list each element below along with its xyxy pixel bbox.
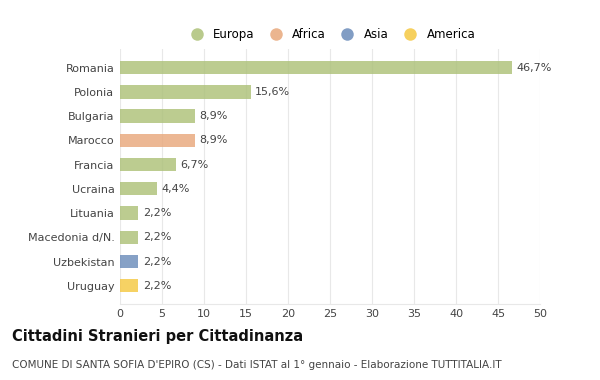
Bar <box>120 279 139 293</box>
Bar <box>120 61 512 74</box>
Text: 6,7%: 6,7% <box>181 160 209 169</box>
Bar <box>120 206 139 220</box>
Text: 2,2%: 2,2% <box>143 208 171 218</box>
Bar <box>120 109 195 123</box>
Text: 15,6%: 15,6% <box>255 87 290 97</box>
Bar <box>120 158 176 171</box>
Text: 46,7%: 46,7% <box>517 63 552 73</box>
Bar <box>120 134 195 147</box>
Text: 2,2%: 2,2% <box>143 281 171 291</box>
Text: 4,4%: 4,4% <box>161 184 190 194</box>
Text: COMUNE DI SANTA SOFIA D'EPIRO (CS) - Dati ISTAT al 1° gennaio - Elaborazione TUT: COMUNE DI SANTA SOFIA D'EPIRO (CS) - Dat… <box>12 361 502 370</box>
Bar <box>120 231 139 244</box>
Bar <box>120 85 251 98</box>
Text: 8,9%: 8,9% <box>199 111 227 121</box>
Legend: Europa, Africa, Asia, America: Europa, Africa, Asia, America <box>181 25 479 45</box>
Text: 2,2%: 2,2% <box>143 232 171 242</box>
Bar <box>120 255 139 268</box>
Text: Cittadini Stranieri per Cittadinanza: Cittadini Stranieri per Cittadinanza <box>12 329 303 344</box>
Text: 2,2%: 2,2% <box>143 256 171 266</box>
Text: 8,9%: 8,9% <box>199 135 227 145</box>
Bar <box>120 182 157 195</box>
